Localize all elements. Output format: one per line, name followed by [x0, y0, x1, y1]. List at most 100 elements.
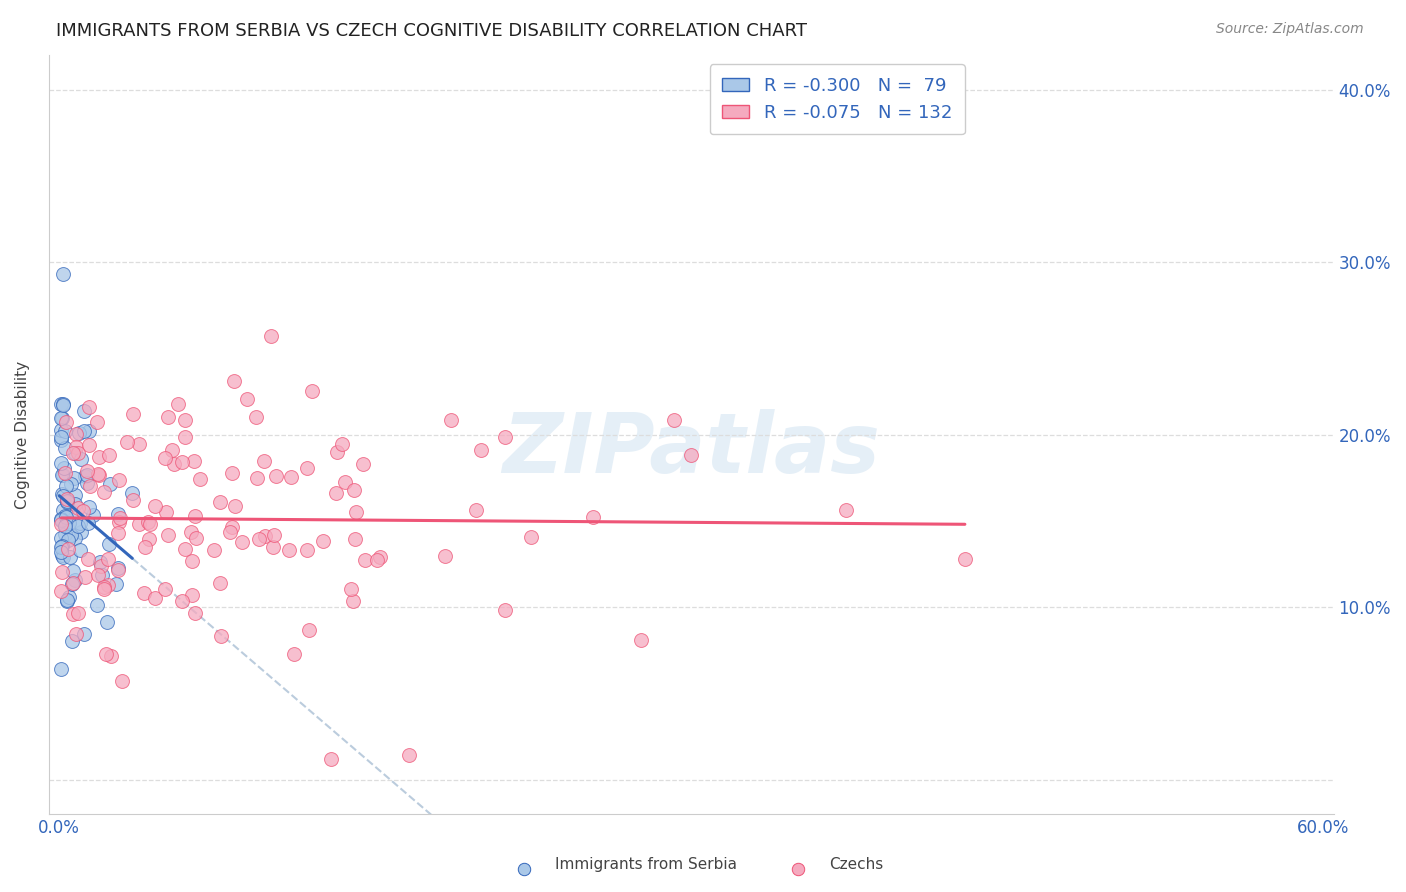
Point	[180, 525, 202, 540]
Point	[520, 530, 543, 544]
Point	[157, 528, 180, 542]
Point	[184, 509, 207, 524]
Point	[180, 554, 202, 568]
Point	[339, 582, 361, 596]
Point	[53, 527, 76, 541]
Point	[153, 582, 176, 596]
Point	[89, 467, 111, 482]
Point	[52, 267, 75, 281]
Point	[582, 510, 605, 524]
Point	[333, 475, 356, 489]
Point	[630, 633, 652, 648]
Point	[66, 519, 89, 533]
Point	[246, 471, 269, 485]
Point	[319, 752, 342, 766]
Point	[221, 520, 243, 534]
Point	[51, 468, 73, 483]
Point	[110, 511, 132, 525]
Point	[245, 409, 267, 424]
Point	[67, 607, 90, 621]
Point	[51, 397, 73, 411]
Point	[128, 437, 150, 451]
Point	[398, 748, 420, 763]
Point	[56, 593, 79, 607]
Point	[222, 375, 245, 389]
Point	[98, 476, 121, 491]
Point	[72, 504, 94, 518]
Point	[218, 525, 240, 540]
Point	[76, 516, 98, 530]
Point	[89, 555, 111, 569]
Point	[167, 397, 190, 411]
Point	[122, 407, 145, 421]
Point	[184, 531, 207, 545]
Point	[343, 483, 366, 497]
Point	[73, 404, 96, 418]
Legend: R = -0.300   N =  79, R = -0.075   N = 132: R = -0.300 N = 79, R = -0.075 N = 132	[710, 64, 965, 135]
Point	[59, 476, 82, 491]
Point	[183, 454, 205, 468]
Point	[56, 492, 79, 507]
Point	[343, 532, 366, 546]
Point	[143, 499, 166, 513]
Point	[52, 467, 75, 482]
Point	[181, 589, 204, 603]
Point	[97, 578, 120, 592]
Point	[86, 598, 108, 612]
Point	[65, 445, 87, 459]
Point	[173, 430, 195, 444]
Point	[170, 455, 193, 469]
Point	[63, 573, 86, 587]
Point	[111, 673, 134, 688]
Point	[62, 576, 84, 591]
Point	[298, 623, 321, 637]
Point	[209, 629, 232, 643]
Point	[56, 533, 79, 547]
Point	[231, 534, 253, 549]
Point	[153, 450, 176, 465]
Point	[202, 542, 225, 557]
Point	[107, 563, 129, 577]
Point	[98, 449, 121, 463]
Point	[173, 412, 195, 426]
Point	[73, 626, 96, 640]
Point	[263, 528, 285, 542]
Point	[65, 626, 87, 640]
Point	[51, 545, 73, 559]
Point	[58, 549, 80, 564]
Text: Source: ZipAtlas.com: Source: ZipAtlas.com	[1216, 22, 1364, 37]
Point	[247, 532, 270, 546]
Point	[107, 560, 129, 574]
Point	[138, 532, 160, 546]
Point	[183, 606, 205, 620]
Point	[262, 541, 284, 555]
Point	[51, 539, 73, 553]
Point	[67, 425, 90, 440]
Point	[89, 450, 111, 465]
Point	[62, 564, 84, 578]
Point	[51, 424, 73, 438]
Point	[105, 577, 128, 591]
Point	[60, 633, 83, 648]
Point	[174, 541, 197, 556]
Point	[52, 489, 75, 503]
Point	[62, 607, 84, 621]
Point	[160, 443, 183, 458]
Point	[132, 586, 155, 600]
Point	[326, 445, 349, 459]
Point	[188, 472, 211, 486]
Point	[87, 567, 110, 582]
Point	[62, 445, 84, 459]
Point	[354, 553, 377, 567]
Point	[51, 487, 73, 501]
Point	[65, 427, 87, 442]
Point	[58, 591, 80, 605]
Point	[143, 591, 166, 606]
Text: ZIPatlas: ZIPatlas	[502, 409, 880, 491]
Point	[254, 529, 277, 543]
Point	[67, 501, 90, 516]
Point	[79, 400, 101, 414]
Point	[75, 570, 97, 584]
Point	[55, 510, 77, 524]
Point	[97, 552, 120, 566]
